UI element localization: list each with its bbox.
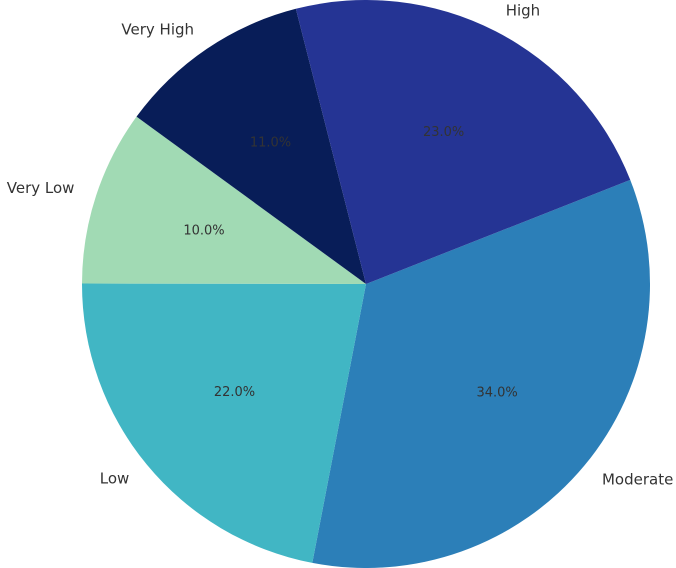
percent-labels: 34.0% 22.0% 10.0% 11.0% 23.0%: [183, 125, 517, 401]
pie-slice-high: [295, 0, 631, 284]
pie-slice-moderate: [312, 179, 650, 568]
category-label-moderate: Moderate: [602, 470, 673, 488]
percent-label-very-high: 11.0%: [250, 135, 291, 150]
category-labels: Moderate Low Very Low Very High High: [7, 1, 674, 488]
pie-slice-very-low: [82, 116, 366, 284]
category-label-low: Low: [100, 470, 130, 488]
category-label-high: High: [506, 1, 540, 19]
percent-label-high: 23.0%: [423, 125, 464, 140]
pie-slices: [81, 0, 650, 568]
percent-label-moderate: 34.0%: [476, 385, 517, 400]
category-label-very-high: Very High: [121, 21, 194, 39]
pie-slice-very-high: [136, 8, 366, 285]
percent-label-very-low: 10.0%: [183, 224, 224, 239]
pie-slice-low: [81, 283, 367, 563]
category-label-very-low: Very Low: [7, 179, 75, 197]
percent-label-low: 22.0%: [214, 385, 255, 400]
